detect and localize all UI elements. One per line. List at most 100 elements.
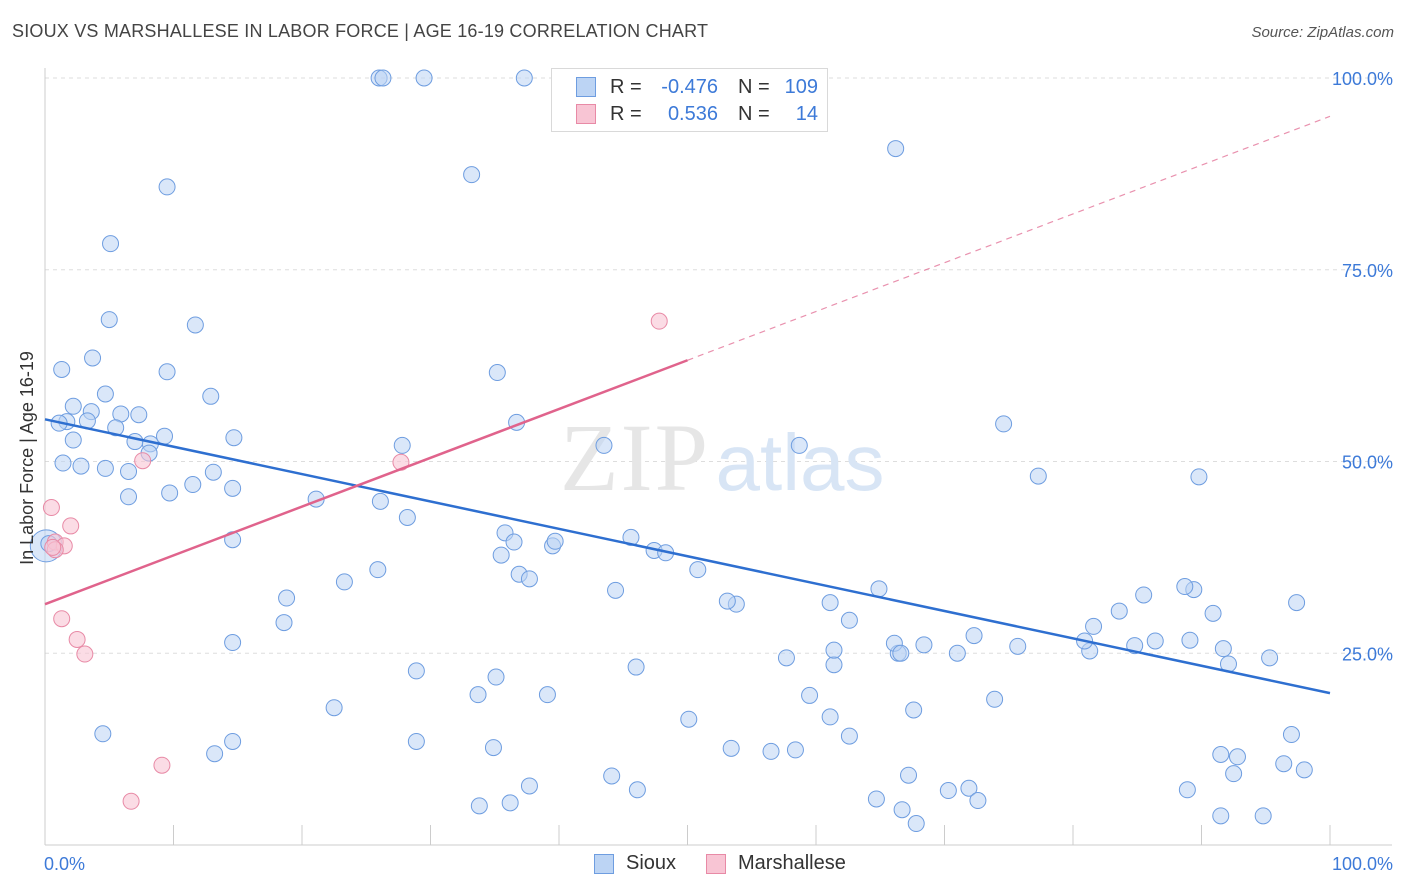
marshallese-point <box>134 452 152 470</box>
sioux-point <box>821 594 839 612</box>
sioux-point <box>407 732 425 750</box>
sioux-point <box>892 644 910 662</box>
sioux-point <box>821 708 839 726</box>
sioux-point <box>335 573 353 591</box>
y-tick-label: 50.0% <box>1342 453 1393 473</box>
sioux-point <box>204 463 222 481</box>
sioux-point <box>1029 467 1047 485</box>
marshallese-point <box>44 538 62 556</box>
marshallese-point <box>42 499 60 517</box>
sioux-point <box>102 235 120 253</box>
y-tick-label: 100.0% <box>1332 69 1393 89</box>
sioux-point <box>607 581 625 599</box>
marshallese-point <box>68 630 86 648</box>
sioux-point <box>53 360 71 378</box>
legend-row-marshallese: R = 0.536 N = 14 <box>576 102 818 126</box>
sioux-point <box>900 766 918 784</box>
y-tick-label: 75.0% <box>1342 261 1393 281</box>
sioux-point <box>371 492 389 510</box>
sioux-point <box>515 69 533 87</box>
marshallese-trend-extension <box>687 115 1331 361</box>
sioux-point <box>986 690 1004 708</box>
n-value: 109 <box>784 75 818 98</box>
sioux-swatch <box>576 77 596 97</box>
sioux-point <box>995 415 1013 433</box>
sioux-point <box>786 741 804 759</box>
sioux-point <box>1110 602 1128 620</box>
sioux-point <box>948 644 966 662</box>
n-label: N = <box>738 102 770 125</box>
sioux-point <box>202 387 220 405</box>
x-tick-label-min: 0.0% <box>44 854 85 874</box>
sioux-point <box>1176 578 1194 596</box>
sioux-point <box>463 166 481 184</box>
legend-item-sioux[interactable]: Sioux <box>594 852 676 875</box>
sioux-point <box>1214 640 1232 658</box>
sioux-point <box>1204 604 1222 622</box>
sioux-point <box>407 662 425 680</box>
sioux-point <box>96 385 114 403</box>
sioux-point <box>546 532 564 550</box>
sioux-point <box>1228 748 1246 766</box>
sioux-point <box>398 508 416 526</box>
r-label: R = <box>610 75 642 98</box>
sioux-point <box>867 790 885 808</box>
sioux-point <box>278 589 296 607</box>
r-value: 0.536 <box>667 102 718 125</box>
sioux-point <box>689 561 707 579</box>
sioux-point <box>487 668 505 686</box>
sioux-point <box>840 727 858 745</box>
sioux-point <box>275 614 293 632</box>
marshallese-point <box>76 645 94 663</box>
y-tick-label: 25.0% <box>1342 644 1393 664</box>
sioux-point <box>130 406 148 424</box>
legend-label-marshallese: Marshallese <box>738 852 846 874</box>
sioux-point <box>965 627 983 645</box>
r-label: R = <box>610 102 642 125</box>
sioux-point <box>120 488 138 506</box>
legend-row-sioux: R = -0.476 N = 109 <box>576 75 818 99</box>
sioux-point <box>603 767 621 785</box>
sioux-point <box>100 311 118 329</box>
sioux-point <box>627 658 645 676</box>
trend-lines <box>44 115 1331 695</box>
sioux-point <box>470 797 488 815</box>
series-legend: Sioux Marshallese <box>0 852 1406 878</box>
sioux-point <box>1288 594 1306 612</box>
sioux-point <box>1212 745 1230 763</box>
sioux-point <box>156 427 174 445</box>
sioux-point <box>158 363 176 381</box>
sioux-point <box>939 782 957 800</box>
sioux-point <box>825 641 843 659</box>
sioux-point <box>840 611 858 629</box>
sioux-point <box>184 476 202 494</box>
source-label: Source: ZipAtlas.com <box>1251 24 1394 41</box>
marshallese-points <box>42 312 668 810</box>
n-value: 14 <box>795 102 818 125</box>
sioux-point <box>325 699 343 717</box>
sioux-point <box>1190 468 1208 486</box>
legend-item-marshallese[interactable]: Marshallese <box>706 852 846 875</box>
sioux-point <box>84 349 102 367</box>
grid-lines <box>45 77 1392 654</box>
sioux-point <box>94 725 112 743</box>
sioux-point <box>905 701 923 719</box>
sioux-point <box>64 431 82 449</box>
sioux-point <box>595 436 613 454</box>
sioux-point <box>960 779 978 797</box>
sioux-point <box>893 801 911 819</box>
sioux-point <box>1295 761 1313 779</box>
sioux-point <box>520 570 538 588</box>
sioux-point <box>1282 726 1300 744</box>
sioux-point <box>1009 637 1027 655</box>
sioux-point <box>186 316 204 334</box>
sioux-point <box>492 546 510 564</box>
sioux-point <box>415 69 433 87</box>
x-tick-label-max: 100.0% <box>1332 854 1393 874</box>
sioux-point <box>1254 807 1272 825</box>
sioux-point <box>501 794 519 812</box>
sioux-point <box>801 686 819 704</box>
sioux-point <box>96 459 114 477</box>
sioux-point <box>224 634 242 652</box>
